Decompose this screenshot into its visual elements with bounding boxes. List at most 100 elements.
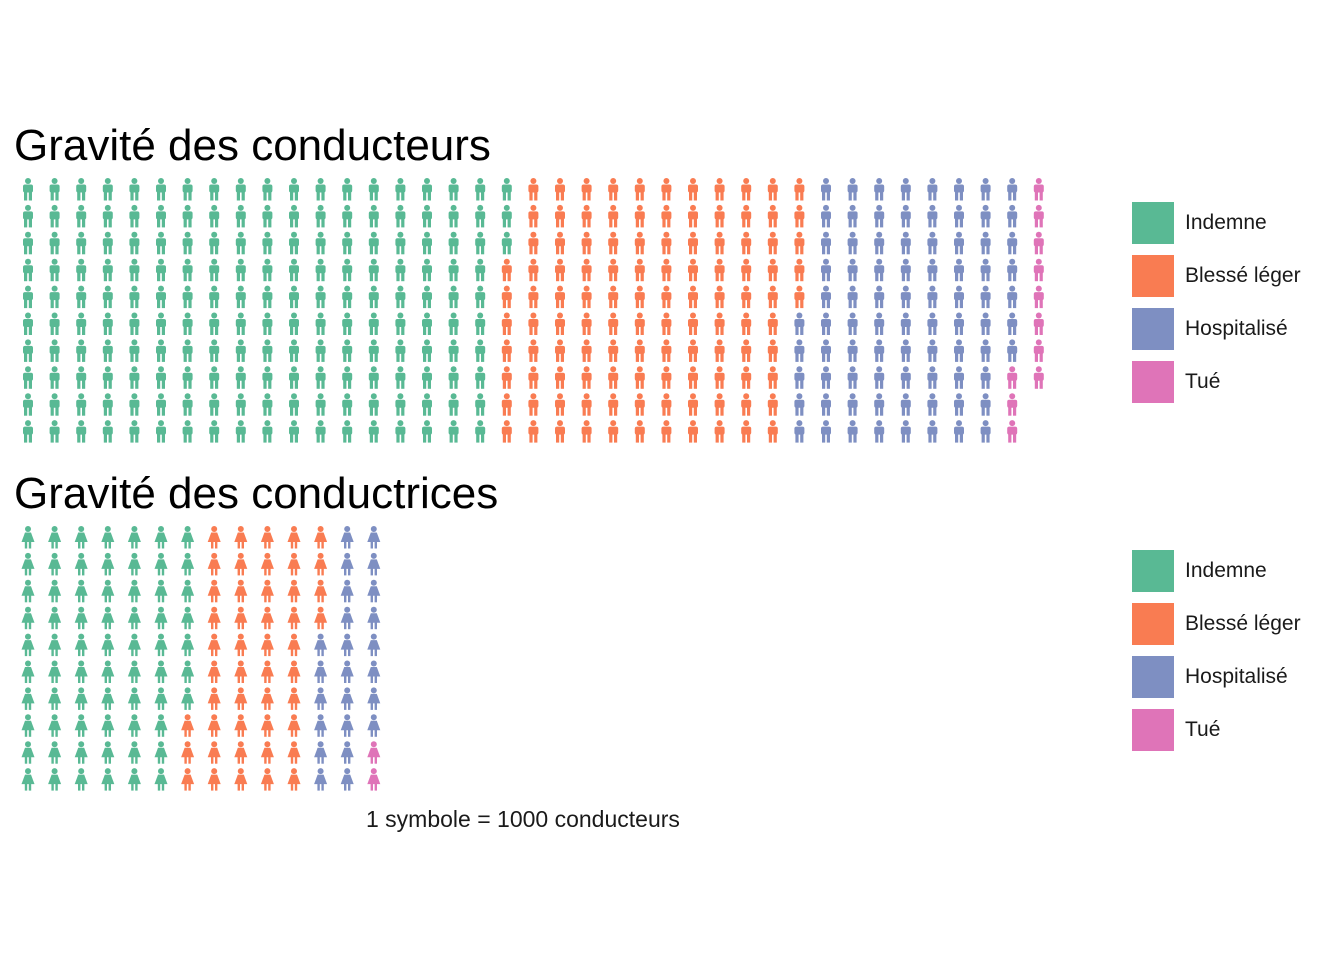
waffle-symbol-indemne — [49, 339, 60, 362]
waffle-symbol-indemne — [182, 339, 193, 362]
waffle-symbol-indemne — [262, 393, 273, 416]
waffle-symbol-indemne — [101, 714, 115, 737]
waffle-symbol-hospitalise — [927, 312, 938, 335]
waffle-symbol-hospitalise — [794, 339, 805, 362]
waffle-symbol-blesse-leger — [714, 312, 725, 335]
waffle-symbol-indemne — [48, 687, 62, 710]
waffle-symbol-indemne — [422, 204, 432, 228]
waffle-symbol-blesse-leger — [207, 741, 221, 764]
waffle-symbol-blesse-leger — [714, 393, 725, 416]
waffle-symbol-blesse-leger — [714, 339, 725, 362]
waffle-symbol-blesse-leger — [314, 552, 328, 576]
waffle-symbol-blesse-leger — [581, 204, 592, 228]
waffle-symbol-hospitalise — [954, 393, 964, 416]
waffle-symbol-indemne — [315, 231, 326, 255]
waffle-symbol-indemne — [315, 258, 326, 282]
waffle-symbol-blesse-leger — [287, 741, 301, 764]
waffle-symbol-blesse-leger — [608, 285, 619, 309]
waffle-symbol-hospitalise — [821, 258, 831, 282]
waffle-symbol-indemne — [21, 606, 35, 630]
waffle-symbol-hospitalise — [900, 420, 911, 443]
waffle-symbol-indemne — [289, 178, 299, 201]
waffle-symbol-indemne — [102, 204, 113, 228]
waffle-symbol-indemne — [289, 204, 299, 228]
waffle-symbol-hospitalise — [980, 420, 991, 443]
waffle-symbol-indemne — [342, 312, 353, 335]
waffle-symbol-indemne — [422, 339, 432, 362]
waffle-symbol-blesse-leger — [287, 687, 301, 710]
waffle-symbol-blesse-leger — [234, 741, 248, 764]
waffle-symbol-indemne — [209, 204, 220, 228]
waffle-symbol-blesse-leger — [794, 258, 805, 282]
waffle-symbol-blesse-leger — [688, 258, 698, 282]
waffle-symbol-indemne — [129, 231, 140, 255]
waffle-symbol-blesse-leger — [634, 204, 645, 228]
legend-label-indemne: Indemne — [1185, 559, 1267, 582]
waffle-symbol-indemne — [368, 420, 379, 443]
waffle-symbol-indemne — [209, 393, 220, 416]
waffle-symbol-blesse-leger — [661, 258, 672, 282]
waffle-symbol-hospitalise — [821, 312, 831, 335]
waffle-symbol-blesse-leger — [260, 687, 274, 710]
waffle-symbol-blesse-leger — [794, 204, 805, 228]
waffle-symbol-indemne — [49, 366, 60, 389]
waffle-symbol-indemne — [289, 285, 299, 309]
waffle-symbol-tue — [367, 741, 381, 764]
waffle-symbol-indemne — [315, 420, 326, 443]
waffle-symbol-blesse-leger — [688, 312, 698, 335]
waffle-symbol-indemne — [342, 178, 353, 201]
waffle-symbol-blesse-leger — [555, 231, 565, 255]
waffle-symbol-indemne — [102, 285, 113, 309]
waffle-symbol-indemne — [182, 285, 193, 309]
waffle-symbol-indemne — [342, 420, 353, 443]
waffle-symbol-indemne — [154, 606, 168, 630]
chart-title-women: Gravité des conductrices — [14, 469, 499, 518]
waffle-symbol-hospitalise — [1007, 231, 1018, 255]
waffle-symbol-indemne — [101, 526, 115, 549]
waffle-symbol-blesse-leger — [714, 258, 725, 282]
waffle-symbol-indemne — [102, 258, 113, 282]
waffle-symbol-hospitalise — [367, 579, 381, 603]
waffle-symbol-indemne — [74, 741, 88, 764]
waffle-symbol-hospitalise — [980, 258, 991, 282]
waffle-symbol-blesse-leger — [528, 366, 539, 389]
waffle-symbol-blesse-leger — [634, 178, 645, 201]
waffle-symbol-blesse-leger — [501, 312, 512, 335]
waffle-symbol-hospitalise — [900, 366, 911, 389]
waffle-symbol-indemne — [315, 285, 326, 309]
waffle-symbol-indemne — [102, 231, 113, 255]
waffle-symbol-tue — [1007, 393, 1018, 416]
waffle-symbol-blesse-leger — [234, 552, 248, 576]
waffle-symbol-blesse-leger — [207, 579, 221, 603]
waffle-symbol-indemne — [129, 285, 140, 309]
waffle-symbol-blesse-leger — [528, 231, 539, 255]
waffle-symbol-blesse-leger — [767, 366, 778, 389]
waffle-symbol-blesse-leger — [528, 178, 539, 201]
waffle-symbol-blesse-leger — [661, 285, 672, 309]
waffle-symbol-indemne — [342, 366, 353, 389]
waffle-symbol-indemne — [129, 420, 140, 443]
waffle-symbol-indemne — [101, 552, 115, 576]
waffle-symbol-blesse-leger — [528, 258, 539, 282]
waffle-symbol-indemne — [182, 178, 193, 201]
waffle-symbol-hospitalise — [847, 285, 858, 309]
waffle-symbol-blesse-leger — [207, 526, 221, 549]
waffle-symbol-blesse-leger — [234, 714, 248, 737]
legend-item-blesse-leger: Blessé léger — [1132, 255, 1332, 308]
waffle-symbol-blesse-leger — [714, 366, 725, 389]
waffle-symbol-indemne — [235, 366, 246, 389]
waffle-symbol-indemne — [127, 552, 141, 576]
waffle-symbol-hospitalise — [821, 285, 831, 309]
waffle-symbol-indemne — [74, 526, 88, 549]
waffle-symbol-blesse-leger — [767, 178, 778, 201]
waffle-symbol-hospitalise — [794, 393, 805, 416]
waffle-symbol-indemne — [23, 178, 33, 201]
waffle-symbol-indemne — [395, 178, 406, 201]
chart-caption: 1 symbole = 1000 conducteurs — [366, 806, 680, 832]
waffle-symbol-blesse-leger — [207, 687, 221, 710]
waffle-symbol-hospitalise — [927, 366, 938, 389]
waffle-symbol-blesse-leger — [260, 714, 274, 737]
waffle-symbol-blesse-leger — [767, 285, 778, 309]
waffle-symbol-indemne — [475, 231, 486, 255]
waffle-symbol-hospitalise — [847, 258, 858, 282]
